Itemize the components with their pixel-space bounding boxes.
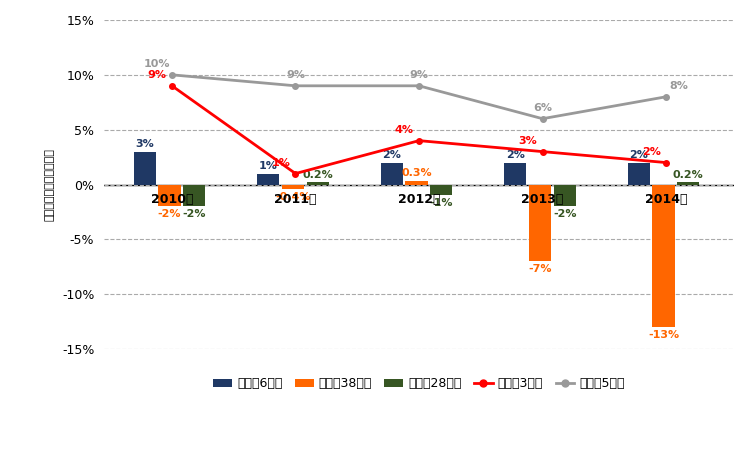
Text: -13%: -13% [648, 330, 679, 340]
Y-axis label: 样本企业成本费用利润率: 样本企业成本费用利润率 [45, 148, 55, 221]
期刊（3家） [291, 171, 300, 176]
商业（5家） [414, 83, 423, 88]
Bar [158, 185, 181, 207]
Text: -0.4%: -0.4% [275, 192, 311, 202]
Bar [529, 185, 551, 261]
商业（5家） [661, 94, 670, 100]
Text: -2%: -2% [183, 209, 206, 219]
Bar [133, 152, 156, 185]
期刊（3家） [661, 160, 670, 165]
Line: 期刊（3家）: 期刊（3家） [169, 83, 669, 176]
Text: 3%: 3% [518, 136, 537, 146]
Bar [677, 182, 700, 185]
商业（5家） [168, 72, 177, 78]
Bar [554, 185, 576, 207]
Text: 9%: 9% [148, 70, 166, 80]
Bar [380, 163, 403, 185]
Bar [306, 182, 329, 185]
Text: 2010年: 2010年 [151, 193, 193, 206]
Text: 2%: 2% [642, 147, 661, 157]
Bar [405, 181, 428, 185]
Text: 2014年: 2014年 [645, 193, 688, 206]
Text: 0.2%: 0.2% [673, 170, 703, 180]
Text: 2%: 2% [629, 150, 649, 160]
Text: 0.2%: 0.2% [303, 170, 333, 180]
Text: 2013年: 2013年 [521, 193, 564, 206]
Text: 2%: 2% [383, 150, 401, 160]
Text: 1%: 1% [271, 158, 290, 168]
商业（5家） [538, 116, 547, 121]
Text: 2011年: 2011年 [274, 193, 317, 206]
Bar [628, 163, 650, 185]
Text: -7%: -7% [528, 264, 552, 274]
Text: -2%: -2% [158, 209, 181, 219]
期刊（3家） [168, 83, 177, 88]
Bar [183, 185, 205, 207]
Text: -2%: -2% [553, 209, 577, 219]
Text: 0.3%: 0.3% [401, 168, 432, 178]
Text: 2%: 2% [506, 150, 525, 160]
Text: -1%: -1% [429, 198, 453, 208]
期刊（3家） [414, 138, 423, 143]
Text: 9%: 9% [410, 70, 428, 80]
商业（5家） [291, 83, 300, 88]
Text: 8%: 8% [669, 81, 688, 91]
Bar [652, 185, 675, 327]
Text: 6%: 6% [533, 103, 552, 113]
Text: 3%: 3% [136, 139, 154, 149]
Legend: 报纸（6家）, 课本（38家）, 图书（28家）, 期刊（3家）, 商业（5家）: 报纸（6家）, 课本（38家）, 图书（28家）, 期刊（3家）, 商业（5家） [208, 372, 630, 396]
Text: 4%: 4% [395, 125, 413, 135]
Bar [282, 185, 304, 189]
Line: 商业（5家）: 商业（5家） [169, 72, 669, 122]
Bar [257, 174, 279, 185]
Bar [504, 163, 527, 185]
Text: 10%: 10% [144, 59, 170, 69]
期刊（3家） [538, 149, 547, 154]
Bar [430, 185, 452, 195]
Text: 1%: 1% [259, 161, 278, 171]
Text: 2012年: 2012年 [398, 193, 440, 206]
Text: 9%: 9% [286, 70, 305, 80]
